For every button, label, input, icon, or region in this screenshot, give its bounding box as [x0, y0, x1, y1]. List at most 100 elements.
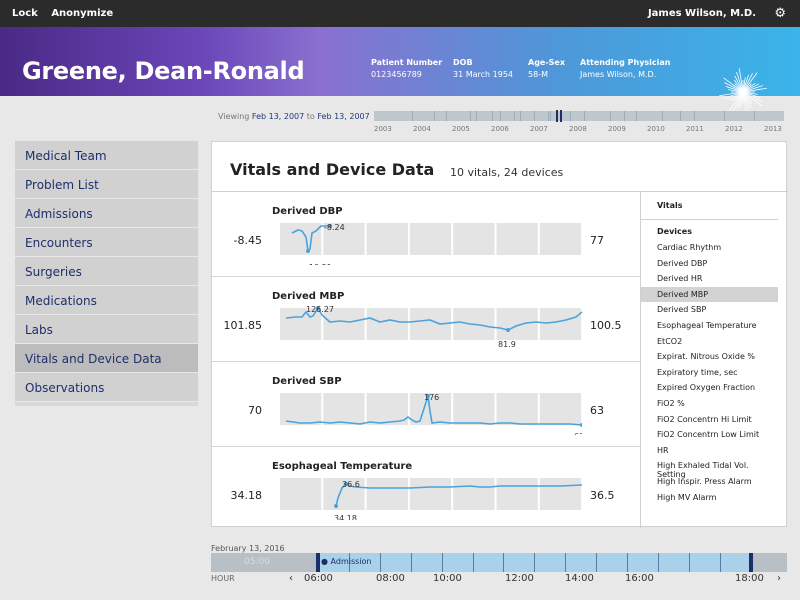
- viewing-prefix: Viewing: [218, 112, 250, 121]
- device-list-item[interactable]: Expiratory time, sec: [657, 367, 738, 377]
- year-bar-tick: [754, 111, 755, 121]
- sidebar-item[interactable]: Medical Team: [15, 141, 198, 170]
- vital-sparkline[interactable]: -8.24 -10.21: [280, 221, 582, 265]
- patient-number-field: Patient Number 0123456789: [371, 58, 442, 79]
- top-bar: Lock Anonymize James Wilson, M.D. ⚙: [0, 0, 800, 27]
- vital-sparkline[interactable]: 176 63: [280, 391, 582, 435]
- year-bar-tick: [662, 111, 663, 121]
- extreme-point[interactable]: [426, 394, 430, 398]
- device-list-item[interactable]: FiO2 Concentrn Hi Limit: [657, 414, 752, 424]
- vitals-header[interactable]: Vitals: [641, 192, 778, 220]
- sidebar-item[interactable]: Labs: [15, 315, 198, 344]
- vital-max-value: 77: [590, 234, 604, 247]
- sidebar-item[interactable]: Surgeries: [15, 257, 198, 286]
- device-list-item[interactable]: HR: [657, 445, 669, 455]
- viewing-range: Viewing Feb 13, 2007 to Feb 13, 2007: [218, 112, 370, 121]
- device-list-item[interactable]: Expired Oxygen Fraction: [657, 383, 756, 393]
- year-bar-tick: [500, 111, 501, 121]
- year-bar-tick: [694, 111, 695, 121]
- device-list-item[interactable]: Derived DBP: [657, 258, 708, 268]
- device-list-item[interactable]: Expirat. Nitrous Oxide %: [657, 352, 756, 362]
- data-label: 63: [574, 432, 582, 435]
- year-label: 2004: [413, 125, 431, 133]
- vital-min-value: 70: [248, 404, 262, 417]
- device-list-item[interactable]: High Inspir. Press Alarm: [657, 476, 752, 486]
- sidebar-item[interactable]: Problem List: [15, 170, 198, 199]
- chart-band: [323, 308, 365, 340]
- hour-tick-label: 14:00: [565, 573, 594, 584]
- device-list-item[interactable]: Derived SBP: [657, 305, 707, 315]
- sidebar-item[interactable]: Encounters: [15, 228, 198, 257]
- hour-tick-label: 12:00: [505, 573, 534, 584]
- range-end-handle[interactable]: [560, 110, 562, 122]
- chart-band: [496, 308, 538, 340]
- sidebar-item[interactable]: Observations: [15, 373, 198, 402]
- vital-max-value: 36.5: [590, 489, 615, 502]
- timeline-tick: [596, 553, 598, 572]
- logo-ray: [734, 75, 744, 93]
- device-list-item[interactable]: EtCO2: [657, 336, 683, 346]
- device-list-item[interactable]: FiO2 %: [657, 398, 685, 408]
- ghost-hour: 05:00: [244, 557, 270, 567]
- divider: [212, 191, 788, 192]
- current-user[interactable]: James Wilson, M.D.: [647, 8, 756, 19]
- devices-header: Devices: [657, 227, 692, 236]
- sidebar-item[interactable]: Medications: [15, 286, 198, 315]
- lock-button[interactable]: Lock: [12, 8, 38, 19]
- extreme-point[interactable]: [316, 306, 320, 310]
- logo-ray: [726, 91, 744, 101]
- device-list-item[interactable]: FiO2 Concentrn Low Limit: [657, 430, 760, 440]
- year-bar-tick: [514, 111, 515, 121]
- extreme-point[interactable]: [306, 249, 310, 253]
- extreme-point[interactable]: [580, 423, 582, 427]
- device-list-item[interactable]: Derived MBP: [641, 286, 778, 303]
- extreme-point[interactable]: [506, 328, 510, 332]
- vital-min-value: 101.85: [223, 319, 263, 332]
- anonymize-button[interactable]: Anonymize: [51, 8, 114, 19]
- year-bar-tick: [434, 111, 435, 121]
- device-list-item[interactable]: Derived HR: [657, 274, 703, 284]
- timeline-prev-button[interactable]: ‹: [289, 573, 293, 584]
- hour-timeline[interactable]: 05:00 ● Admission: [211, 553, 787, 572]
- gear-icon[interactable]: ⚙: [774, 6, 786, 21]
- chart-band: [280, 223, 322, 255]
- viewing-to[interactable]: Feb 13, 2007: [317, 112, 370, 121]
- timeline-tick: [627, 553, 628, 572]
- logo-ray: [742, 83, 760, 93]
- vital-row: Derived DBP -8.45 77 -8.24 -10.21: [212, 192, 640, 277]
- vital-max-value: 63: [590, 404, 604, 417]
- year-bar-tick: [446, 111, 447, 121]
- range-start-handle[interactable]: [556, 110, 558, 122]
- timeline-right-handle[interactable]: [749, 553, 753, 572]
- data-label: 36.6: [342, 480, 360, 489]
- timeline-tick: [379, 553, 381, 572]
- chart-band: [539, 393, 582, 425]
- timeline-tick: [534, 553, 536, 572]
- device-list-item[interactable]: Cardiac Rhythm: [657, 243, 722, 252]
- logo-ray: [742, 74, 749, 93]
- extreme-point[interactable]: [344, 482, 348, 486]
- vital-sparkline[interactable]: 126.27 81.9: [280, 306, 582, 350]
- admission-marker[interactable]: ● Admission: [321, 557, 372, 566]
- device-list-item[interactable]: High MV Alarm: [657, 492, 717, 502]
- year-range-bar[interactable]: [374, 110, 784, 122]
- chart-band: [496, 478, 538, 510]
- year-bar-tick: [548, 111, 549, 121]
- chart-band: [323, 478, 365, 510]
- device-list-item[interactable]: Esophageal Temperature: [657, 320, 757, 330]
- sidebar-nav: Medical Team Problem List Admissions Encoun…: [15, 141, 198, 406]
- extreme-point[interactable]: [328, 224, 332, 228]
- vital-name: Derived DBP: [272, 206, 343, 217]
- timeline-next-button[interactable]: ›: [777, 573, 781, 584]
- extreme-point[interactable]: [334, 504, 338, 508]
- vital-sparkline[interactable]: 36.6 34.18: [280, 476, 582, 520]
- year-bar-tick: [724, 111, 725, 121]
- sidebar-item[interactable]: Vitals and Device Data: [15, 344, 198, 373]
- sidebar-item[interactable]: Admissions: [15, 199, 198, 228]
- data-label: 176: [424, 393, 439, 402]
- viewing-from[interactable]: Feb 13, 2007: [251, 112, 305, 121]
- device-list-item[interactable]: High Exhaled Tidal Vol. Setting: [657, 461, 749, 480]
- chart-band: [453, 478, 495, 510]
- year-label: 2010: [647, 125, 665, 133]
- patient-header: Greene, Dean-Ronald Patient Number 01234…: [0, 27, 800, 116]
